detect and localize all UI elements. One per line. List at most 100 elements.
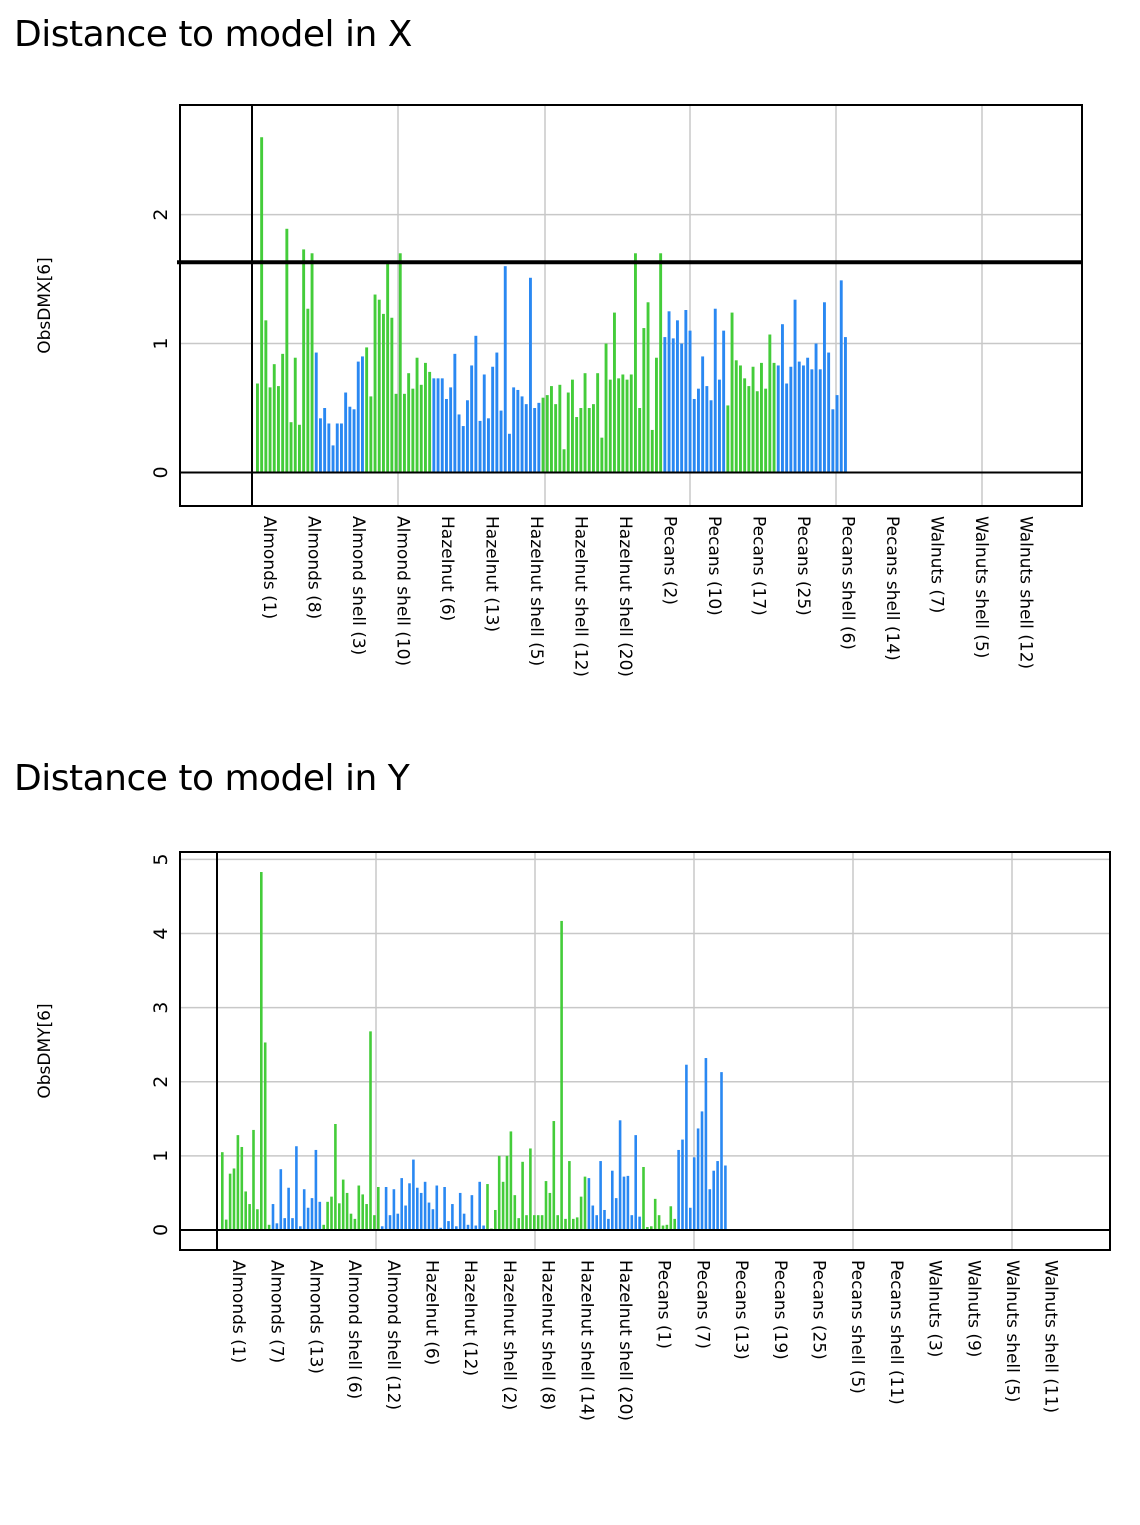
bar bbox=[626, 1175, 630, 1230]
bar bbox=[482, 1225, 485, 1230]
x-tick-label: HazeInut shell (8) bbox=[538, 1260, 558, 1410]
bar bbox=[677, 1149, 680, 1230]
x-tick-label: Walnuts shell (12) bbox=[1016, 516, 1036, 669]
bar bbox=[718, 379, 721, 473]
bar bbox=[600, 437, 604, 473]
bar bbox=[625, 379, 629, 473]
bar bbox=[478, 420, 482, 473]
bar bbox=[638, 1216, 641, 1230]
x-tick-label: HazeInut shell (20) bbox=[615, 516, 635, 677]
bar bbox=[419, 384, 423, 473]
bar bbox=[272, 364, 276, 473]
y-tick-label: 3 bbox=[150, 1002, 172, 1014]
bar bbox=[516, 389, 520, 473]
bar bbox=[696, 1128, 700, 1230]
bar bbox=[614, 1198, 618, 1230]
bar bbox=[676, 320, 679, 473]
bar bbox=[544, 1181, 548, 1230]
bar bbox=[659, 253, 663, 473]
bar bbox=[558, 384, 562, 473]
bar bbox=[634, 253, 637, 473]
bar bbox=[802, 365, 805, 473]
bar bbox=[607, 1218, 610, 1230]
bar bbox=[361, 1194, 364, 1230]
bar bbox=[712, 1170, 715, 1230]
bar bbox=[713, 308, 717, 473]
bar bbox=[512, 387, 516, 473]
bar bbox=[764, 388, 768, 473]
x-tick-label: Pecans shell (14) bbox=[882, 516, 902, 661]
bar bbox=[314, 352, 318, 473]
bar bbox=[407, 373, 411, 473]
x-tick-label: HazeInut (13) bbox=[482, 516, 502, 632]
bar bbox=[568, 1161, 571, 1230]
bar bbox=[458, 1192, 462, 1230]
bar bbox=[440, 378, 444, 473]
chart-x-title: Distance to model in X bbox=[14, 14, 412, 55]
bar bbox=[566, 392, 570, 473]
bar bbox=[341, 1179, 345, 1230]
bar bbox=[277, 386, 280, 473]
bar bbox=[377, 299, 381, 473]
bar bbox=[797, 361, 801, 473]
bar bbox=[302, 1189, 306, 1230]
bar bbox=[275, 1223, 279, 1230]
bar bbox=[482, 374, 486, 473]
bar bbox=[638, 408, 642, 473]
x-tick-label: HazeInut shell (5) bbox=[526, 516, 546, 666]
bar bbox=[704, 1058, 708, 1230]
bar bbox=[466, 1224, 470, 1230]
plot-frame bbox=[179, 851, 1111, 1251]
bar bbox=[264, 320, 268, 473]
bar bbox=[299, 1226, 302, 1230]
bar bbox=[298, 424, 301, 473]
bar bbox=[663, 337, 667, 473]
bar bbox=[318, 1201, 322, 1230]
x-tick-label: Almond shell (10) bbox=[393, 516, 413, 666]
x-tick-label: Pecans (2) bbox=[660, 516, 680, 605]
bar bbox=[501, 1181, 505, 1230]
x-tick-label: HazeInut shell (12) bbox=[571, 516, 591, 677]
bar bbox=[340, 423, 343, 473]
bar bbox=[587, 408, 591, 473]
bar bbox=[263, 1042, 267, 1230]
bar bbox=[529, 1148, 532, 1230]
bar bbox=[692, 398, 696, 473]
y-axis-label: ObsDMY[6] bbox=[35, 1003, 55, 1098]
bar bbox=[349, 1213, 353, 1230]
bar bbox=[491, 366, 495, 473]
bar bbox=[592, 404, 595, 473]
bar bbox=[352, 409, 356, 473]
bar bbox=[730, 312, 734, 473]
bar bbox=[423, 1181, 427, 1230]
bar bbox=[517, 1218, 520, 1230]
bar bbox=[630, 1215, 634, 1230]
bar bbox=[596, 373, 600, 473]
bar bbox=[508, 433, 511, 473]
bar bbox=[232, 1168, 236, 1230]
bar bbox=[411, 388, 415, 473]
bar bbox=[520, 396, 524, 473]
bar bbox=[327, 423, 331, 473]
bar bbox=[613, 312, 616, 473]
bar bbox=[572, 1218, 575, 1230]
bar bbox=[267, 1224, 271, 1230]
bar bbox=[591, 1205, 595, 1230]
bar bbox=[260, 137, 264, 473]
bar bbox=[692, 1157, 696, 1230]
bar bbox=[326, 1201, 329, 1230]
bar bbox=[646, 302, 650, 473]
bar bbox=[462, 1213, 466, 1230]
bar bbox=[697, 388, 700, 473]
x-tick-label: Almond shell (6) bbox=[344, 1260, 364, 1399]
bar bbox=[408, 1183, 411, 1230]
bar bbox=[424, 362, 427, 473]
bar bbox=[793, 299, 797, 473]
bar bbox=[521, 1161, 524, 1230]
bar bbox=[390, 317, 394, 473]
bar bbox=[470, 365, 474, 473]
x-tick-label: HazeInut shell (20) bbox=[615, 1260, 635, 1421]
bar bbox=[431, 1209, 435, 1230]
bar bbox=[618, 1120, 622, 1230]
bar bbox=[680, 343, 684, 473]
